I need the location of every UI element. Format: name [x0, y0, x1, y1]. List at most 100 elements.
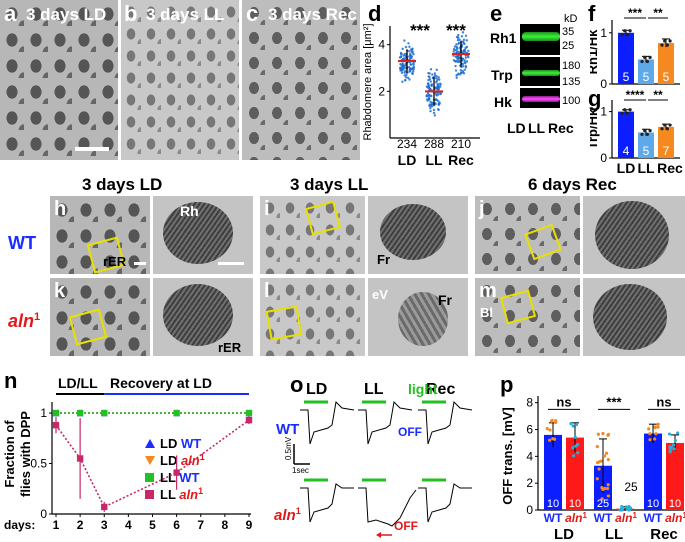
- em-k-wide: [50, 278, 150, 356]
- data-point: [458, 41, 461, 45]
- data-point: [656, 422, 660, 426]
- data-point: [434, 102, 437, 106]
- x-tick-label: 3: [101, 518, 108, 532]
- data-point: [406, 76, 410, 79]
- data-point: [404, 64, 407, 67]
- data-point: [173, 469, 180, 476]
- em-i-wide: [260, 196, 365, 274]
- data-point: [600, 485, 604, 490]
- trace: [300, 483, 354, 523]
- data-point: [436, 108, 440, 111]
- annot-rh: Rh: [180, 203, 199, 219]
- data-point: [452, 50, 455, 53]
- off-label: OFF: [394, 519, 418, 533]
- series-line: [55, 419, 250, 508]
- data-point: [571, 454, 576, 458]
- data-point: [627, 508, 631, 512]
- column-label: LD: [306, 381, 327, 398]
- data-point: [76, 409, 84, 417]
- data-point: [412, 68, 415, 71]
- bar: [618, 111, 634, 158]
- em-l-wide: [260, 278, 365, 356]
- data-point: [464, 66, 468, 69]
- panel-label-c: c: [246, 1, 259, 26]
- data-point: [660, 127, 664, 131]
- data-point: [439, 92, 442, 95]
- marker-135: 135: [562, 76, 581, 88]
- data-point: [457, 33, 460, 37]
- y-tick-label: 2: [526, 476, 533, 490]
- panel-label-j: j: [479, 198, 485, 220]
- stat-label: ns: [656, 394, 671, 409]
- data-point: [597, 467, 601, 471]
- data-point: [401, 62, 404, 66]
- trace: [300, 400, 355, 445]
- category-label: LD: [398, 152, 417, 168]
- group-label: Rec: [650, 526, 678, 542]
- data-point: [668, 123, 672, 127]
- data-point: [663, 123, 667, 127]
- category-label: Rec: [448, 152, 474, 168]
- phase-label-ll: LD/LL: [58, 375, 98, 391]
- data-point: [605, 451, 609, 455]
- data-point: [427, 96, 431, 99]
- annot-rer-2: rER: [218, 340, 242, 355]
- legend-entry: LD aln1: [160, 452, 205, 468]
- data-point: [437, 93, 440, 96]
- data-point: [462, 72, 466, 75]
- data-point: [625, 111, 629, 116]
- em-l-zoom: [368, 278, 468, 356]
- annot-fr-1: Fr: [377, 252, 390, 267]
- data-point: [467, 55, 470, 59]
- data-point: [410, 48, 414, 51]
- data-point: [455, 43, 458, 46]
- n-label: 288: [424, 137, 444, 151]
- row-label-rh1: Rh1: [490, 30, 517, 46]
- data-point: [663, 39, 667, 43]
- data-point: [409, 68, 413, 71]
- trace: [358, 400, 413, 445]
- lane-rec: Rec: [548, 120, 574, 136]
- data-point: [669, 445, 673, 449]
- data-point: [101, 503, 108, 511]
- x-tick-label: 6: [173, 518, 180, 532]
- data-point: [438, 82, 442, 85]
- data-point: [433, 114, 437, 117]
- y-tick-label: 1: [600, 26, 607, 40]
- data-point: [668, 450, 672, 454]
- band-rh1: [522, 32, 560, 41]
- y-axis-label: Rh1/Hk: [590, 29, 600, 75]
- data-point: [454, 69, 458, 72]
- data-point: [432, 111, 436, 115]
- data-point: [456, 47, 459, 50]
- annot-rer-1: rER: [103, 254, 127, 269]
- data-point: [461, 40, 465, 43]
- data-point: [605, 486, 610, 491]
- data-point: [404, 79, 407, 82]
- data-point: [548, 428, 552, 432]
- bar: [644, 433, 662, 510]
- row-label-aln: aln1: [274, 506, 301, 524]
- data-point: [643, 55, 647, 59]
- em-image-ll: [121, 0, 239, 160]
- stat-label: ns: [556, 394, 571, 409]
- data-point: [412, 63, 415, 66]
- marker-100: 100: [562, 95, 581, 107]
- row-label-wt: WT: [276, 421, 299, 438]
- category-label: WT: [544, 511, 563, 525]
- data-point: [458, 60, 461, 64]
- data-point: [463, 61, 466, 64]
- data-point: [461, 70, 465, 73]
- data-point: [408, 78, 411, 81]
- data-point: [435, 68, 438, 72]
- y-axis-label: Fraction of: [2, 420, 17, 488]
- n-label: 10: [647, 498, 659, 510]
- data-point: [408, 45, 411, 49]
- data-point: [437, 76, 440, 79]
- data-point: [429, 109, 432, 113]
- category-label: aln1: [615, 511, 637, 525]
- data-point: [245, 416, 253, 424]
- x-tick-label: 2: [77, 518, 84, 532]
- legend-marker: [145, 439, 155, 448]
